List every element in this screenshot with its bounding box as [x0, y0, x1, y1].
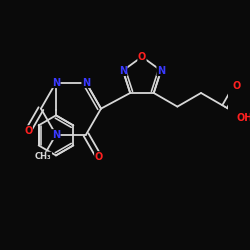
- Text: OH: OH: [237, 114, 250, 124]
- Text: N: N: [119, 66, 127, 76]
- Text: CH₃: CH₃: [35, 152, 51, 161]
- Text: N: N: [52, 78, 60, 88]
- Text: N: N: [157, 66, 165, 76]
- Text: N: N: [52, 130, 60, 140]
- Text: O: O: [232, 81, 240, 91]
- Text: N: N: [82, 78, 90, 88]
- Text: O: O: [138, 52, 146, 62]
- Text: O: O: [24, 126, 32, 136]
- Text: O: O: [94, 152, 103, 162]
